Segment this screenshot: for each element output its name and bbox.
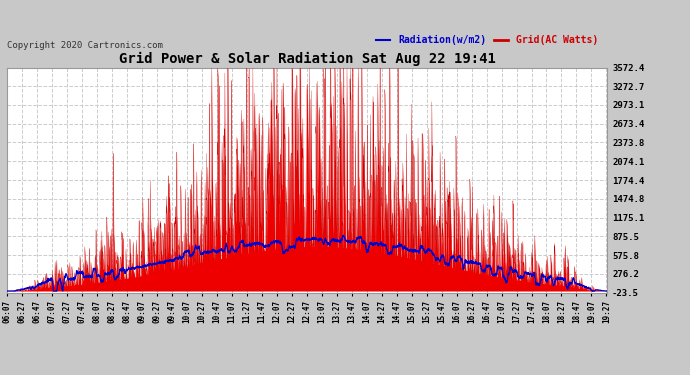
Text: Copyright 2020 Cartronics.com: Copyright 2020 Cartronics.com xyxy=(7,40,163,50)
Legend: Radiation(w/m2), Grid(AC Watts): Radiation(w/m2), Grid(AC Watts) xyxy=(372,32,602,49)
Title: Grid Power & Solar Radiation Sat Aug 22 19:41: Grid Power & Solar Radiation Sat Aug 22 … xyxy=(119,52,495,66)
